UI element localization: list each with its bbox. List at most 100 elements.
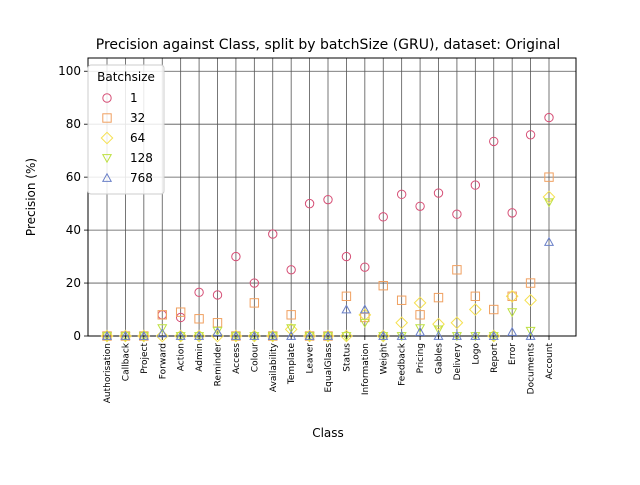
y-tick-label: 80	[66, 117, 81, 131]
data-point	[470, 180, 481, 190]
y-tick-label: 20	[66, 276, 81, 290]
y-tick-label: 40	[66, 223, 81, 237]
legend-label: 64	[130, 131, 145, 145]
x-tick-label: Forward	[158, 343, 168, 379]
x-axis-label: Class	[312, 426, 344, 440]
x-tick-label: Colour	[250, 343, 260, 373]
x-tick-label: Weight	[379, 343, 389, 375]
data-point	[378, 212, 388, 222]
data-point	[395, 316, 409, 330]
legend-items: 1 32 64 128 768	[100, 91, 153, 185]
x-tick-label: Availability	[269, 342, 279, 392]
data-point	[451, 330, 462, 340]
data-point	[249, 330, 260, 340]
data-point	[304, 330, 315, 340]
data-point	[341, 251, 352, 262]
data-point	[323, 194, 333, 205]
legend-marker	[102, 93, 112, 103]
legend-title: Batchsize	[97, 70, 155, 84]
data-point	[249, 298, 260, 308]
data-point	[360, 262, 370, 272]
data-point	[433, 330, 444, 340]
x-tick-label: Admin	[195, 343, 205, 372]
x-tick-label: Information	[361, 343, 371, 395]
data-point	[507, 326, 518, 336]
x-tick-label: Feedback	[398, 342, 408, 386]
data-point	[194, 330, 205, 340]
x-tick-label: Documents	[527, 343, 537, 395]
data-point	[341, 332, 352, 342]
data-point	[286, 265, 296, 275]
data-point	[157, 328, 168, 338]
data-point	[507, 308, 518, 318]
data-point	[175, 312, 186, 323]
legend-marker	[100, 131, 114, 145]
data-point	[378, 280, 388, 291]
x-tick-label: Pricing	[416, 343, 426, 373]
x-tick-label: Template	[287, 343, 297, 386]
data-point	[396, 189, 407, 200]
data-point	[433, 188, 444, 198]
data-point	[157, 310, 167, 320]
data-point	[378, 330, 389, 340]
legend-marker	[101, 172, 113, 182]
data-point	[543, 198, 555, 208]
data-point	[194, 314, 204, 324]
y-tick-label: 0	[73, 329, 81, 343]
x-tick-label: Callback	[121, 342, 131, 381]
data-point	[415, 324, 426, 334]
y-tick-label: 60	[66, 170, 81, 184]
data-point	[470, 330, 481, 340]
data-point	[525, 326, 536, 336]
data-point	[230, 330, 241, 340]
y-axis: 0 20 40 60 80 100	[58, 64, 88, 343]
data-point	[359, 304, 370, 314]
legend-marker	[101, 154, 113, 164]
x-tick-label: Report	[490, 343, 500, 373]
data-point	[284, 323, 298, 336]
data-point	[396, 330, 407, 340]
x-tick-label: Account	[545, 343, 555, 380]
legend-label: 128	[130, 151, 153, 165]
data-point	[415, 326, 426, 336]
x-tick-label: Access	[232, 343, 242, 374]
data-point	[468, 303, 482, 316]
data-point	[489, 304, 499, 315]
data-point	[155, 329, 169, 343]
data-point	[544, 172, 554, 182]
data-point	[450, 316, 464, 330]
legend-label: 768	[130, 171, 153, 185]
x-tick-label: Action	[177, 343, 187, 371]
x-tick-label: Error	[508, 343, 518, 365]
y-axis-label: Precision (%)	[24, 158, 38, 236]
data-point	[433, 292, 444, 303]
data-point	[212, 326, 223, 336]
data-point	[525, 278, 536, 288]
data-point	[175, 307, 186, 317]
data-point	[267, 330, 278, 340]
data-point	[415, 310, 425, 320]
x-tick-label: Leaver	[306, 343, 316, 374]
data-point	[544, 112, 554, 123]
x-tick-label: Project	[140, 343, 150, 374]
data-point	[286, 330, 297, 340]
y-tick-label: 100	[58, 64, 81, 78]
x-axis: Authorisation Callback Project Forward Actio…	[103, 336, 555, 403]
data-point	[452, 209, 462, 219]
data-point	[507, 291, 517, 301]
data-point	[341, 304, 352, 314]
data-point	[268, 229, 278, 239]
legend-label: 1	[130, 91, 138, 105]
data-point	[413, 296, 427, 310]
data-point	[432, 317, 445, 331]
data-point	[505, 289, 519, 303]
data-point	[341, 291, 352, 301]
x-tick-label: Reminder	[214, 343, 224, 387]
data-point	[157, 324, 168, 334]
data-point	[231, 251, 241, 262]
data-points	[100, 112, 556, 343]
data-point	[175, 330, 186, 340]
data-point	[542, 190, 556, 204]
x-tick-label: Authorisation	[103, 343, 113, 403]
